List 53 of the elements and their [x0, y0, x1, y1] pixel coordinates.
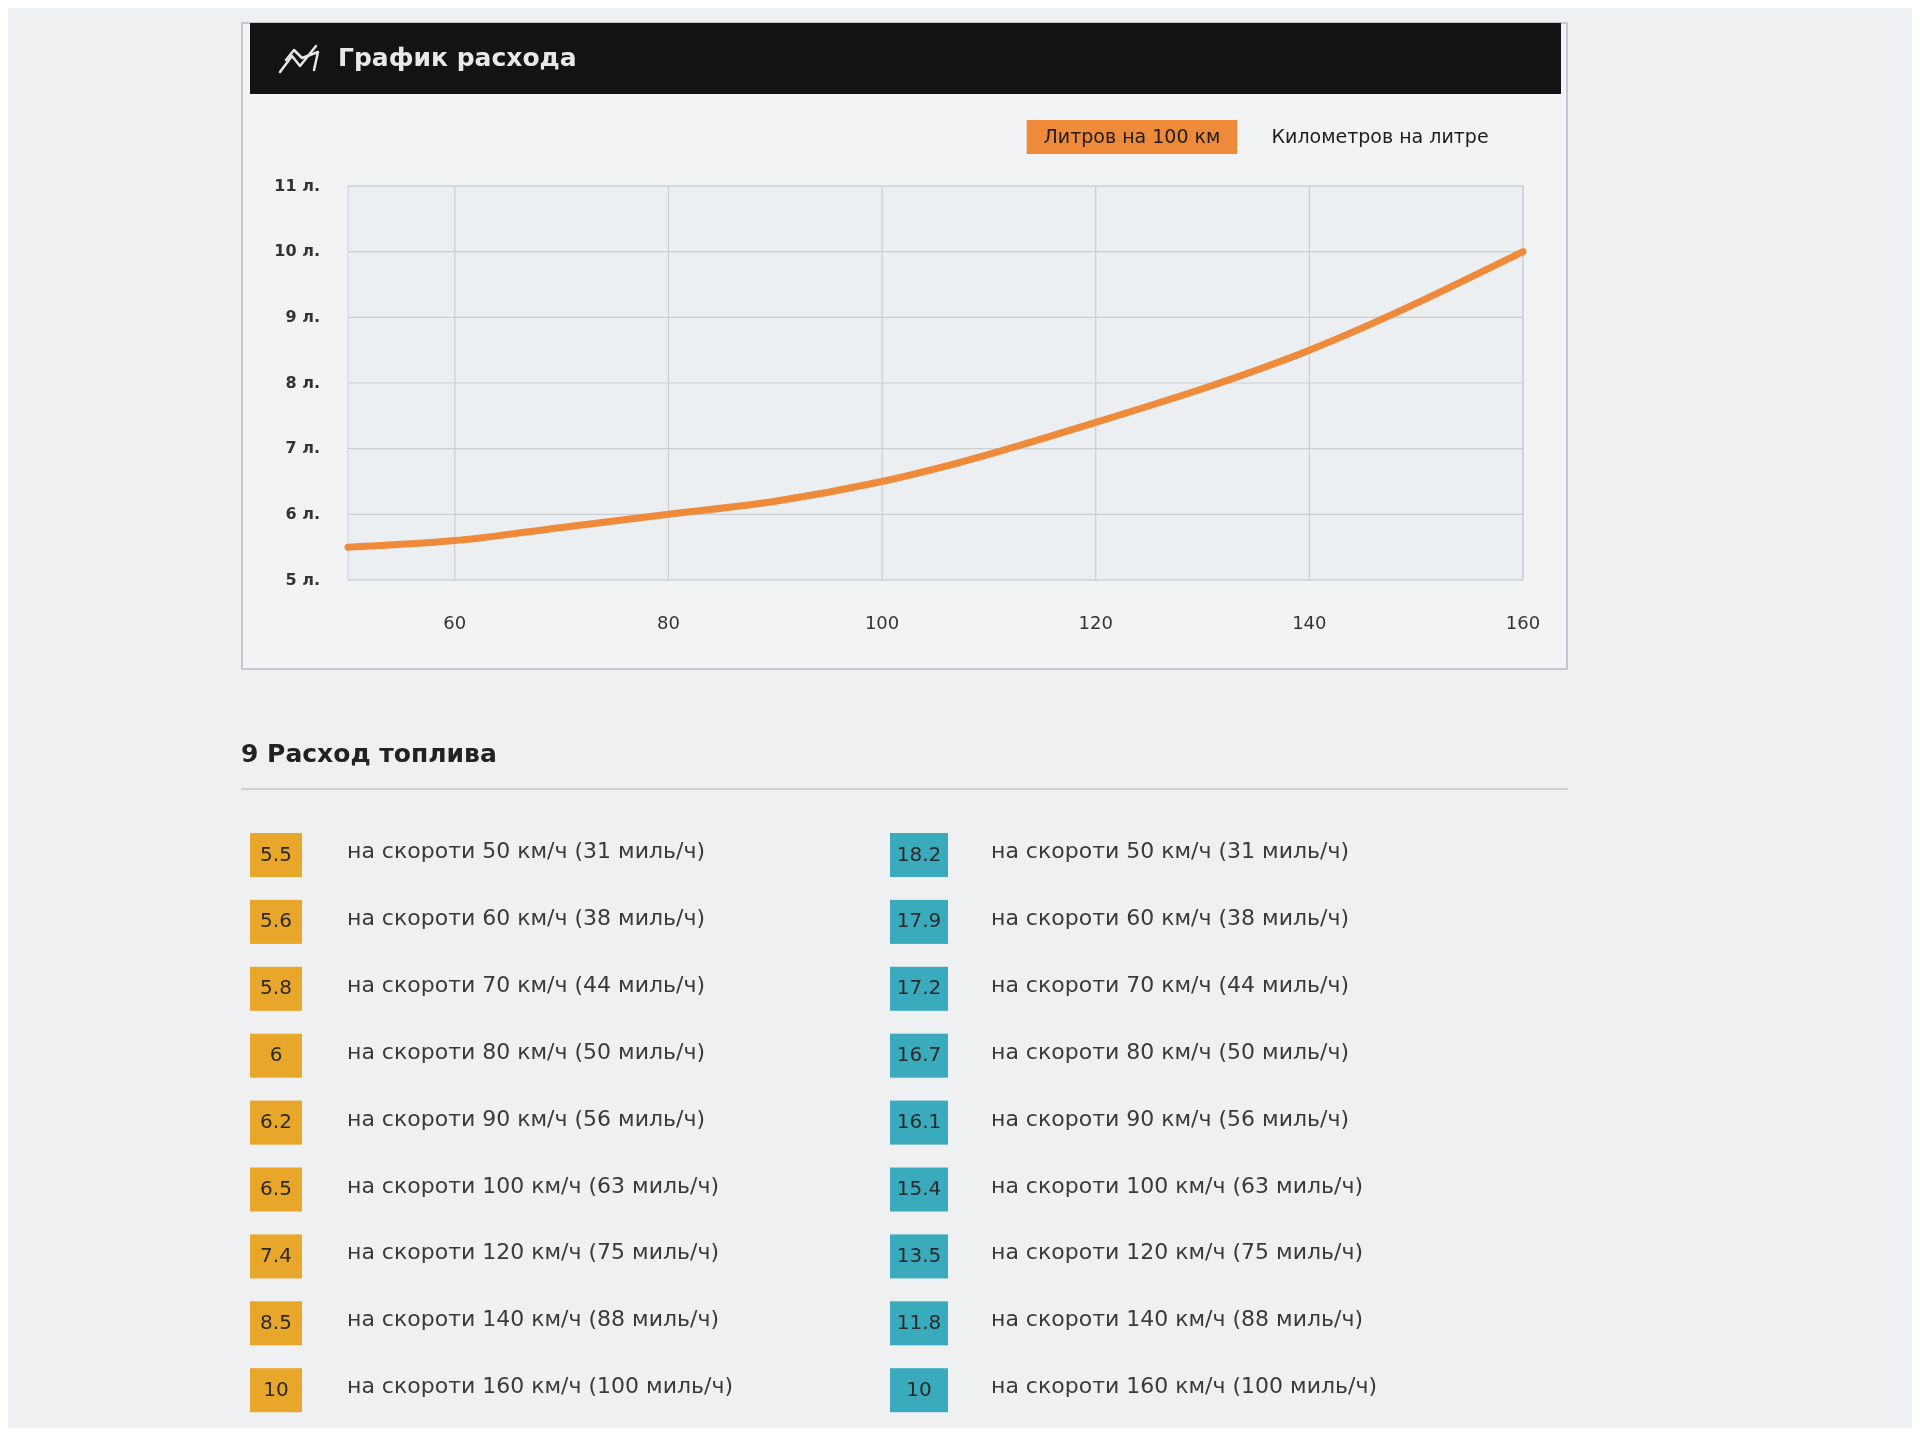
- data-label: 17.9: [896, 908, 942, 933]
- category-label: на скороти 140 км/ч (88 миль/ч): [347, 1306, 719, 1332]
- x-tick-label: 160: [1505, 612, 1541, 633]
- category-label: на скороти 50 км/ч (31 миль/ч): [347, 838, 705, 863]
- data-label: 15.4: [896, 1176, 942, 1200]
- data-label: 8.5: [260, 1309, 292, 1334]
- data-label: 10: [906, 1376, 932, 1401]
- x-tick-label: 80: [657, 612, 680, 633]
- data-label: 6.5: [260, 1176, 292, 1200]
- category-label: на скороти 140 км/ч (88 миль/ч): [991, 1306, 1363, 1332]
- data-label: 16.7: [896, 1042, 942, 1067]
- chart-title: График расхода: [338, 43, 577, 72]
- data-label: 11.8: [896, 1309, 942, 1334]
- category-label: на скороти 50 км/ч (31 миль/ч): [991, 838, 1349, 863]
- category-label: на скороти 70 км/ч (44 миль/ч): [991, 971, 1349, 997]
- y-tick-label: 11 л.: [274, 175, 320, 195]
- text: 9 Расход топлива: [241, 739, 497, 768]
- data-label: 16.1: [896, 1109, 942, 1134]
- text: Литров на 100 км: [1043, 124, 1221, 147]
- x-tick-label: 120: [1078, 612, 1113, 633]
- x-tick-label: 140: [1292, 612, 1327, 633]
- y-tick-label: 9 л.: [285, 306, 320, 326]
- category-label: на скороти 90 км/ч (56 миль/ч): [991, 1105, 1349, 1131]
- category-label: на скороти 60 км/ч (38 миль/ч): [347, 904, 705, 930]
- data-label: 6.2: [260, 1109, 292, 1134]
- y-tick-label: 6 л.: [285, 503, 320, 523]
- x-tick-label: 100: [864, 612, 900, 633]
- category-label: на скороти 80 км/ч (50 миль/ч): [991, 1038, 1349, 1064]
- y-tick-label: 7 л.: [285, 438, 320, 458]
- data-label: 6: [269, 1042, 283, 1067]
- data-label: 7.4: [260, 1242, 292, 1267]
- category-label: на скороти 100 км/ч (63 миль/ч): [347, 1172, 719, 1198]
- category-label: на скороти 90 км/ч (56 миль/ч): [347, 1105, 705, 1131]
- data-label: 17.2: [896, 975, 942, 1000]
- x-tick-label: 60: [443, 612, 467, 633]
- data-label: 5.8: [260, 975, 292, 1000]
- category-label: на скороти 100 км/ч (63 миль/ч): [991, 1172, 1363, 1198]
- data-label: 13.5: [896, 1242, 942, 1267]
- category-label: на скороти 120 км/ч (75 миль/ч): [347, 1239, 719, 1265]
- y-tick-label: 5 л.: [285, 569, 320, 589]
- category-label: на скороти 160 км/ч (100 миль/ч): [347, 1373, 733, 1399]
- category-label: на скороти 70 км/ч (44 миль/ч): [347, 971, 705, 997]
- category-label: на скороти 160 км/ч (100 миль/ч): [991, 1373, 1377, 1399]
- y-tick-label: 10 л.: [274, 241, 320, 261]
- data-label: 10: [263, 1376, 289, 1401]
- data-label: 5.5: [260, 841, 292, 866]
- data-label: 5.6: [260, 908, 292, 933]
- text: Километров на литре: [1271, 124, 1489, 147]
- category-label: на скороти 60 км/ч (38 миль/ч): [991, 904, 1349, 930]
- category-label: на скороти 120 км/ч (75 миль/ч): [991, 1239, 1363, 1265]
- y-tick-label: 8 л.: [285, 372, 320, 392]
- category-label: на скороти 80 км/ч (50 миль/ч): [347, 1038, 705, 1064]
- data-label: 18.2: [896, 841, 942, 866]
